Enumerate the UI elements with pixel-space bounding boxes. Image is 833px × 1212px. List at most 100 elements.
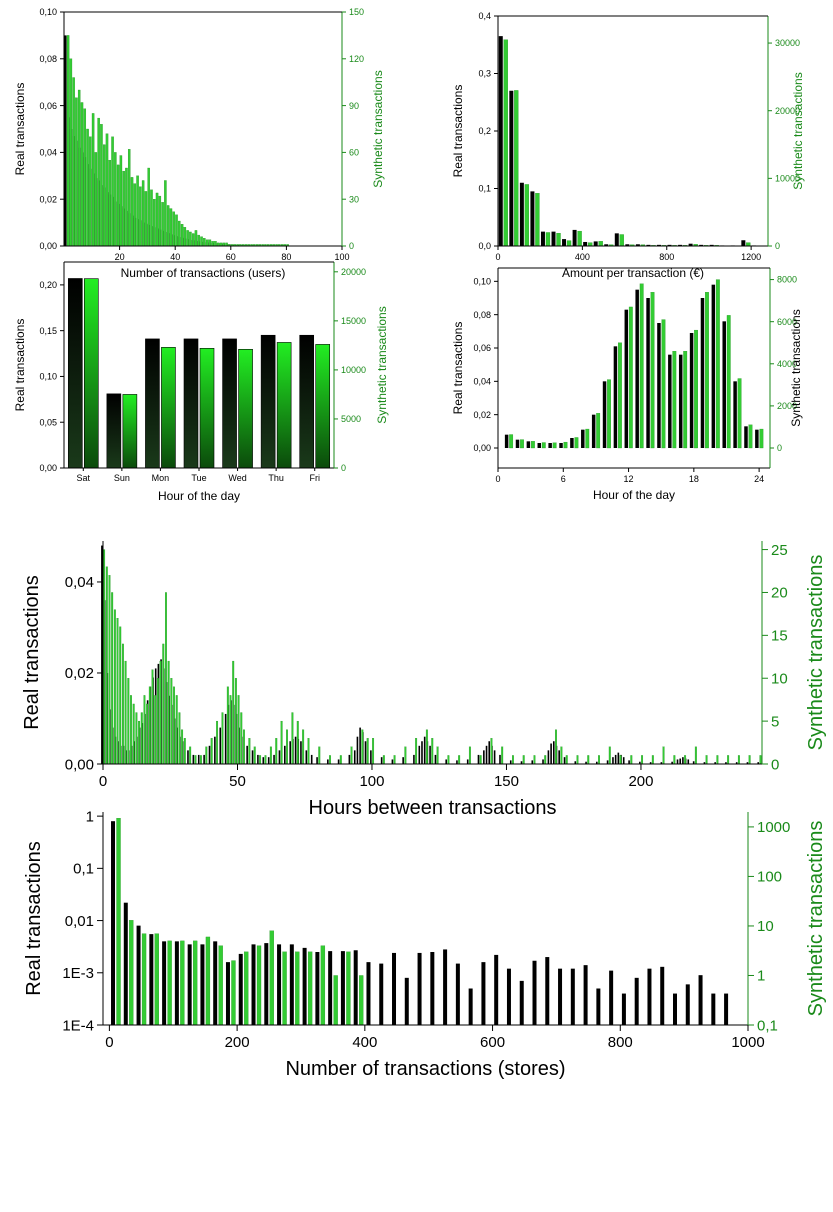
synthetic-bar — [715, 279, 720, 449]
synthetic-bar — [166, 205, 170, 247]
synthetic-bar — [468, 746, 471, 765]
synthetic-bar — [122, 170, 125, 247]
real-bar — [547, 750, 550, 764]
real-bar — [746, 762, 749, 764]
real-bar — [434, 754, 437, 764]
synthetic-bar — [253, 746, 256, 765]
synthetic-bar — [178, 220, 181, 247]
real-bar — [530, 191, 535, 247]
real-bar — [703, 762, 706, 764]
synthetic-bar — [533, 755, 536, 765]
y-tick-label: 0,00 — [39, 241, 57, 251]
real-bar — [364, 741, 367, 764]
real-bar — [649, 762, 652, 764]
synthetic-bar — [169, 208, 173, 247]
synthetic-bar — [520, 439, 524, 449]
synthetic-bar — [350, 746, 353, 765]
x-tick-label: 20 — [115, 252, 125, 262]
y-tick-label: 0,4 — [478, 11, 491, 21]
real-bar — [606, 760, 609, 764]
x-tick-label: 0 — [99, 773, 107, 790]
synthetic-bar — [105, 133, 109, 247]
y2-tick-label: 6000 — [777, 317, 797, 327]
synthetic-bar — [630, 755, 633, 765]
synthetic-bar — [705, 755, 708, 765]
real-bar — [657, 323, 661, 448]
synthetic-bar — [205, 239, 209, 247]
real-bar — [468, 988, 473, 1025]
real-bar — [614, 233, 619, 246]
real-bar — [537, 443, 542, 448]
x-tick-label: 0 — [495, 474, 500, 484]
y2-tick-label: 25 — [771, 542, 788, 559]
real-bar — [667, 244, 672, 246]
real-bar — [423, 736, 426, 764]
synthetic-bar — [639, 283, 644, 449]
synthetic-bar — [170, 678, 173, 765]
synthetic-bar — [727, 755, 730, 765]
synthetic-bar — [333, 975, 338, 1026]
real-bar — [483, 750, 485, 764]
synthetic-bar — [69, 58, 73, 247]
synthetic-bar — [514, 90, 519, 247]
x-tick-label: 50 — [229, 773, 246, 790]
synthetic-bar — [114, 152, 117, 247]
synthetic-bar — [183, 738, 186, 765]
synthetic-bar — [161, 347, 176, 469]
y2-tick-label: 15 — [771, 628, 788, 645]
x-tick-label: 400 — [575, 252, 590, 262]
real-bar — [187, 750, 189, 764]
synthetic-bar — [77, 89, 81, 247]
real-bar — [679, 758, 682, 764]
real-bar — [531, 760, 534, 764]
y2-tick-label: 10 — [757, 918, 774, 935]
synthetic-bar — [282, 951, 287, 1026]
synthetic-bar — [143, 695, 146, 765]
real-bar — [635, 244, 640, 246]
real-bar — [208, 745, 211, 764]
synthetic-bar — [180, 224, 184, 247]
synthetic-bar — [119, 626, 122, 765]
synthetic-bar — [72, 77, 75, 247]
real-bar — [509, 760, 512, 764]
y-axis-title: Real transactions — [451, 85, 465, 178]
y2-tick-label: 0 — [349, 241, 354, 251]
real-bar — [136, 925, 141, 1025]
real-bar — [711, 284, 716, 448]
real-bar — [273, 754, 275, 764]
synthetic-bar — [234, 678, 237, 765]
y2-tick-label: 10000 — [775, 174, 800, 184]
synthetic-bar — [382, 755, 385, 765]
synthetic-bar — [628, 306, 633, 449]
synthetic-bar — [619, 755, 622, 765]
real-bar — [123, 902, 128, 1025]
synthetic-bar — [83, 108, 87, 247]
synthetic-bar — [181, 729, 184, 765]
y2-axis-title: Synthetic transactions — [375, 306, 389, 423]
real-bar — [214, 736, 216, 764]
synthetic-bar — [307, 738, 310, 765]
real-bar — [572, 229, 577, 246]
synthetic-bar — [275, 738, 278, 765]
synthetic-bar — [585, 428, 590, 449]
synthetic-bar — [574, 437, 579, 449]
y2-tick-label: 4000 — [777, 359, 797, 369]
synthetic-bar — [759, 428, 764, 449]
real-bar — [660, 966, 665, 1025]
real-bar — [356, 736, 359, 764]
synthetic-bar — [737, 755, 740, 765]
y-tick-label: 0,04 — [473, 376, 491, 386]
x-axis-title: Number of transactions (users) — [121, 266, 286, 280]
x-tick-label: 0 — [105, 1034, 113, 1051]
real-bar — [251, 750, 254, 764]
real-bar — [570, 968, 575, 1025]
real-bar — [673, 993, 677, 1025]
real-bar — [700, 298, 705, 448]
synthetic-bar — [415, 738, 418, 765]
real-bar — [688, 243, 693, 246]
real-bar — [591, 414, 596, 448]
synthetic-bar — [619, 234, 624, 247]
synthetic-bar — [194, 230, 198, 247]
real-bar — [757, 762, 760, 764]
y-axis-title: Real transactions — [21, 575, 43, 730]
